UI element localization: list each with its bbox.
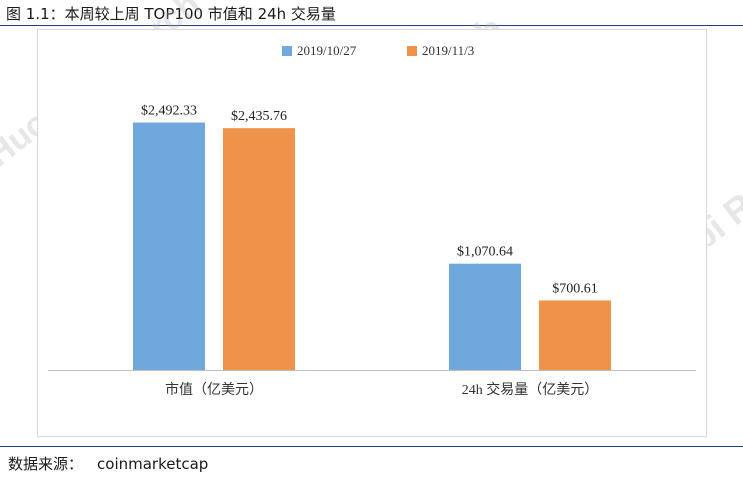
category-label: 市值（亿美元）	[165, 381, 263, 398]
data-label: $1,070.64	[457, 245, 513, 260]
top-rule	[0, 25, 743, 26]
data-label: $700.61	[552, 281, 598, 296]
source-note: 数据来源： coinmarketcap	[8, 453, 208, 474]
source-label: 数据来源：	[8, 455, 84, 473]
bar	[223, 128, 295, 370]
bar	[133, 122, 205, 370]
source-value: coinmarketcap	[97, 455, 209, 473]
chart-frame: 2019/10/27 2019/11/3 $2,492.33 $2,435.76 市值（…	[37, 29, 707, 437]
category-label: 24h 交易量（亿美元）	[462, 381, 599, 398]
data-label: $2,492.33	[141, 104, 197, 119]
legend-label: 2019/11/3	[422, 43, 474, 58]
legend-swatch	[282, 46, 292, 56]
legend-swatch	[407, 46, 417, 56]
bar	[449, 263, 521, 370]
data-label: $2,435.76	[231, 109, 287, 124]
bar-chart: 2019/10/27 2019/11/3 $2,492.33 $2,435.76 市值（…	[48, 43, 696, 398]
figure-title: 图 1.1：本周较上周 TOP100 市值和 24h 交易量	[6, 5, 336, 23]
bar	[539, 300, 611, 370]
legend-label: 2019/10/27	[297, 43, 357, 58]
bottom-rule	[0, 446, 743, 447]
